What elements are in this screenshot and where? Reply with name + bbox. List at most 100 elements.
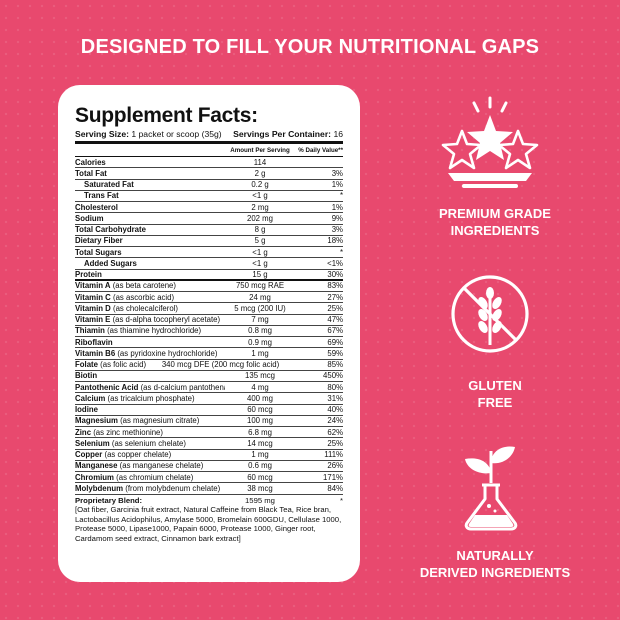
column-headers: Amount Per Serving % Daily Value**	[75, 144, 343, 157]
nutrient-dv: 84%	[327, 483, 343, 493]
nutrient-label: Manganese	[75, 461, 118, 471]
nutrient-row: Selenium (as selenium chelate) 14 mcg 25%	[75, 438, 343, 450]
nutrient-source: (as d-alpha tocopheryl acetate)	[112, 315, 221, 325]
nutrient-label: Protein	[75, 269, 102, 279]
nutrient-name: Vitamin D (as cholecalciferol)	[75, 304, 225, 313]
nutrient-row: Protein 15 g 30%	[75, 270, 343, 281]
nutrient-name: Calories	[75, 158, 225, 167]
nutrient-source: (as manganese chelate)	[119, 461, 204, 471]
nutrient-dv: 31%	[327, 393, 343, 403]
nutrient-amount: <1 g	[252, 247, 268, 257]
nutrient-amount: 0.9 mg	[248, 337, 272, 347]
nutrient-dv: 1%	[331, 202, 343, 212]
nutrient-amount: 1 mg	[251, 450, 269, 460]
nutrient-dv: 18%	[327, 236, 343, 246]
nutrient-amount: 7 mg	[251, 315, 269, 325]
nutrient-source: (as zinc methionine)	[93, 427, 163, 437]
panel-title: Supplement Facts:	[75, 104, 258, 127]
nutrient-name: Vitamin E (as d-alpha tocopheryl acetate…	[75, 315, 225, 324]
nutrient-source: (as thiamine hydrochloride)	[107, 326, 202, 336]
nutrient-name: Vitamin C (as ascorbic acid)	[75, 293, 225, 302]
feature-premium: PREMIUM GRADE INGREDIENTS	[400, 205, 590, 239]
blend-amount: 1595 mg	[245, 495, 275, 505]
nutrient-row: Vitamin D (as cholecalciferol) 5 mcg (200…	[75, 303, 343, 315]
nutrient-dv: 67%	[327, 326, 343, 336]
blend-name: Proprietary Blend:	[75, 495, 143, 505]
nutrient-amount: 2 g	[254, 168, 266, 178]
nutrient-name: Folate (as folic acid)	[75, 360, 146, 369]
nutrient-label: Vitamin E	[75, 315, 111, 325]
nutrient-row: Total Sugars <1 g *	[75, 247, 343, 259]
nutrient-rows: Calories 114 Total Fat 2 g 3% Saturated Fat 0.…	[75, 157, 343, 495]
nutrient-name: Total Carbohydrate	[75, 225, 225, 234]
nutrient-row: Calcium (as tricalcium phosphate) 400 mg 3…	[75, 393, 343, 405]
nutrient-row: Vitamin C (as ascorbic acid) 24 mg 27%	[75, 292, 343, 304]
nutrient-row: Saturated Fat 0.2 g 1%	[75, 180, 343, 191]
nutrient-name: Sodium	[75, 214, 225, 223]
nutrient-label: Folate	[75, 360, 98, 370]
nutrient-row: Calories 114	[75, 157, 343, 169]
nutrient-name: Vitamin A (as beta carotene)	[75, 281, 225, 290]
blend-ingredients: [Oat fiber, Garcinia fruit extract, Natu…	[75, 505, 342, 543]
nutrient-dv: 85%	[327, 360, 343, 370]
nutrient-dv: <1%	[327, 258, 343, 268]
nutrient-label: Riboflavin	[75, 337, 113, 347]
nutrient-label: Zinc	[75, 427, 92, 437]
nutrient-amount: 1 mg	[251, 348, 269, 358]
nutrient-row: Sodium 202 mg 9%	[75, 213, 343, 225]
nutrient-amount: 400 mg	[246, 393, 273, 403]
feature-premium-line2: INGREDIENTS	[450, 223, 540, 238]
nutrient-name: Selenium (as selenium chelate)	[75, 439, 225, 448]
nutrient-row: Pantothenic Acid (as d-calcium pantothen…	[75, 382, 343, 394]
nutrient-dv: 47%	[327, 315, 343, 325]
nutrient-name: Total Fat	[75, 169, 225, 178]
nutrient-source: (as beta carotene)	[112, 281, 176, 291]
nutrient-amount: 14 mcg	[247, 438, 273, 448]
nutrient-amount: 114	[253, 157, 267, 167]
nutrient-source: (as chromium chelate)	[116, 472, 194, 482]
feature-gluten-line2: FREE	[477, 395, 513, 410]
feature-gluten-line1: GLUTEN	[468, 378, 522, 393]
nutrient-source: (as folic acid)	[100, 360, 147, 370]
nutrient-name: Chromium (as chromium chelate)	[75, 473, 225, 482]
nutrient-row: Riboflavin 0.9 mg 69%	[75, 337, 343, 349]
nutrient-row: Folate (as folic acid) 340 mcg DFE (200 m…	[75, 360, 343, 371]
headline: DESIGNED TO FILL YOUR NUTRITIONAL GAPS	[80, 36, 540, 58]
nutrient-amount: 4 mg	[251, 382, 269, 392]
nutrient-amount: 38 mcg	[247, 483, 273, 493]
nutrient-row: Total Fat 2 g 3%	[75, 168, 343, 180]
proprietary-blend: Proprietary Blend: 1595 mg * [Oat fiber,…	[75, 495, 343, 544]
feature-natural-line1: NATURALLY	[456, 548, 534, 563]
nutrient-amount: 0.8 mg	[248, 326, 272, 336]
feature-natural-line2: DERIVED INGREDIENTS	[419, 565, 571, 580]
nutrient-amount: 24 mg	[249, 292, 271, 302]
nutrient-row: Molybdenum (from molybdenum chelate) 38 m…	[75, 483, 343, 495]
nutrient-row: Vitamin A (as beta carotene) 750 mcg RAE 8…	[75, 281, 343, 292]
nutrient-label: Biotin	[75, 371, 98, 381]
nutrient-name: Added Sugars	[75, 259, 225, 268]
nutrient-name: Manganese (as manganese chelate)	[75, 461, 225, 470]
nutrient-amount: 15 g	[252, 269, 268, 279]
nutrient-dv: 25%	[327, 303, 343, 313]
dv-header: % Daily Value**	[298, 147, 343, 154]
nutrient-label: Calcium	[75, 393, 106, 403]
nutrient-dv: 450%	[323, 371, 343, 381]
nutrient-dv: 80%	[327, 382, 343, 392]
stars-icon	[436, 95, 544, 198]
nutrient-amount: 2 mg	[251, 202, 269, 212]
nutrient-name: Thiamin (as thiamine hydrochloride)	[75, 326, 225, 335]
nutrient-dv: 3%	[331, 168, 343, 178]
nutrient-name: Riboflavin	[75, 338, 225, 347]
nutrient-name: Pantothenic Acid (as d-calcium pantothen…	[75, 383, 225, 392]
nutrient-amount: 0.2 g	[251, 180, 269, 190]
nutrient-source: (from molybdenum chelate)	[125, 483, 221, 493]
nutrient-amount: 202 mg	[246, 213, 273, 223]
nutrient-label: Trans Fat	[84, 191, 119, 201]
amount-header: Amount Per Serving	[230, 147, 290, 154]
nutrient-dv: 9%	[331, 213, 343, 223]
nutrient-dv: 69%	[327, 337, 343, 347]
serving-info: Serving Size: 1 packet or scoop (35g) Se…	[75, 129, 343, 144]
nutrient-label: Total Carbohydrate	[75, 225, 146, 235]
nutrient-amount: 340 mcg DFE (200 mcg folic acid)	[161, 360, 280, 370]
nutrient-source: (as cholecalciferol)	[113, 303, 178, 313]
